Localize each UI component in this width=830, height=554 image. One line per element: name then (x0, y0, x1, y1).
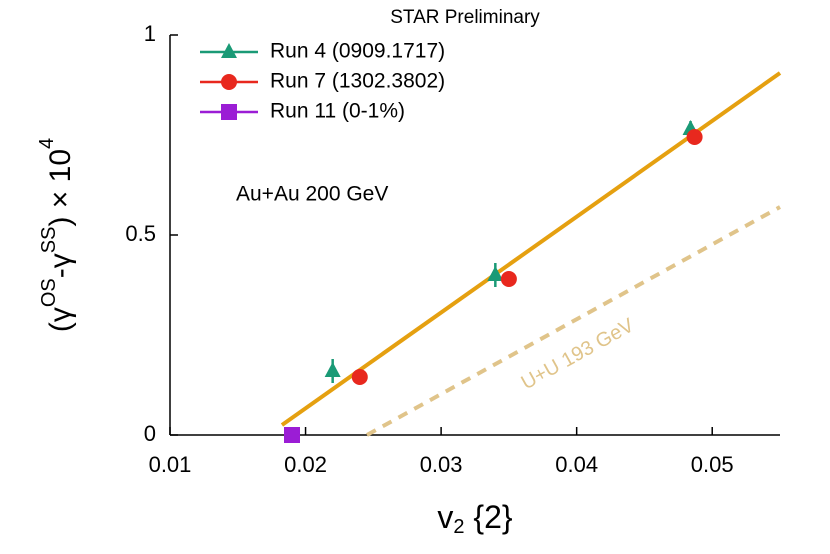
marker (284, 427, 300, 443)
marker (221, 43, 237, 58)
marker (221, 74, 237, 90)
fit-line (365, 205, 781, 437)
y-label-sup: SS (38, 227, 60, 254)
marker (351, 369, 368, 385)
y-tick-label: 0 (144, 421, 156, 446)
x-tick-label: 0.02 (284, 452, 327, 477)
x-axis-label: v2 {2} (437, 499, 513, 538)
marker (487, 266, 504, 281)
y-label-sup: 4 (36, 138, 58, 149)
legend-label: Run 4 (0909.1717) (270, 40, 445, 63)
chart-title: STAR Preliminary (390, 7, 540, 28)
marker (500, 271, 517, 287)
legend-label: Run 11 (0-1%) (270, 100, 405, 123)
x-tick-label: 0.05 (691, 452, 734, 477)
y-label-part: (γ (44, 307, 77, 332)
annotation: U+U 193 GeV (518, 314, 639, 394)
y-tick-label: 0.5 (125, 221, 156, 246)
y-label-part: ) × 10 (44, 149, 77, 227)
x-label-sub: 2 (453, 516, 464, 538)
x-label-base: v (437, 499, 453, 535)
y-label-part: -γ (44, 253, 77, 278)
y-axis-label: (γOS-γSS) × 104 (36, 138, 77, 332)
marker (686, 129, 703, 145)
x-tick-label: 0.04 (555, 452, 598, 477)
y-tick-label: 1 (144, 21, 156, 46)
annotation: Au+Au 200 GeV (236, 183, 388, 206)
y-label-sup: OS (38, 278, 60, 307)
legend-label: Run 7 (1302.3802) (270, 70, 445, 93)
x-tick-label: 0.03 (420, 452, 463, 477)
x-tick-label: 0.01 (149, 452, 192, 477)
marker (221, 104, 237, 120)
marker (324, 362, 341, 377)
x-label-rest: {2} (465, 499, 513, 535)
